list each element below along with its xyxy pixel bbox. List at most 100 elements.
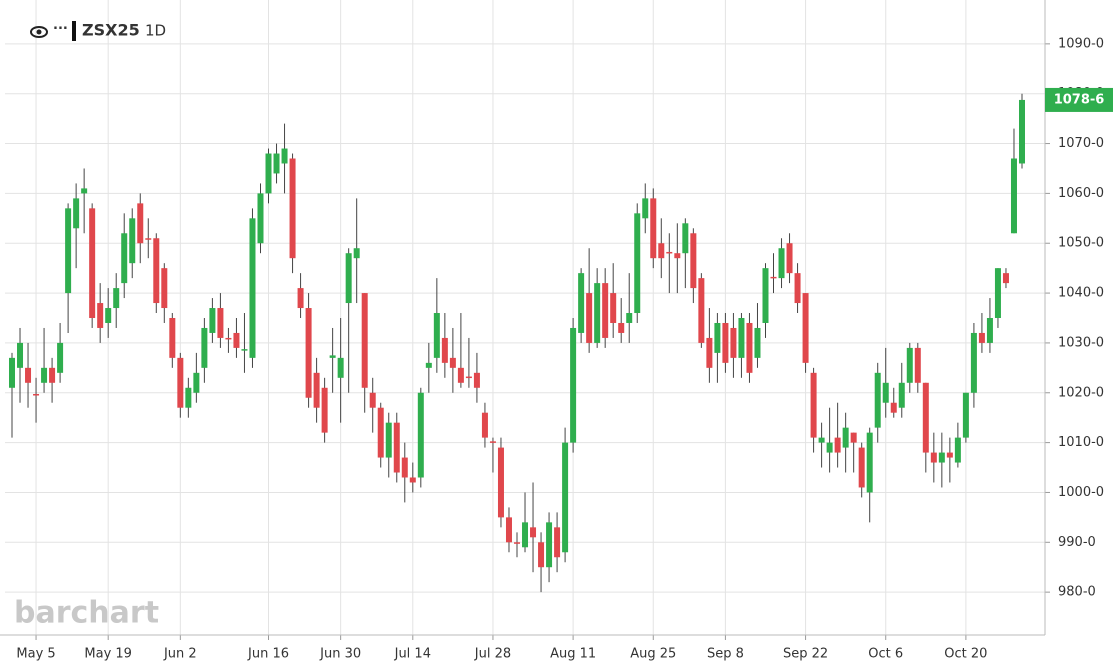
candle-body: [441, 337, 448, 363]
candle-body: [49, 367, 56, 383]
candle-body: [906, 347, 913, 383]
candle-body: [129, 218, 136, 264]
candle-body: [626, 313, 633, 323]
y-tick-label: 1010-0: [1058, 435, 1104, 450]
candle-body: [690, 233, 697, 289]
candle-body: [818, 437, 825, 443]
candle-body: [1019, 99, 1025, 164]
candle-body: [778, 248, 785, 279]
candle-body: [65, 208, 72, 294]
toolbar: ··· ZSX25 1D: [30, 21, 166, 41]
candle-body: [994, 268, 1001, 318]
symbol: ZSX25: [82, 21, 140, 40]
y-tick-label: 1040-0: [1058, 286, 1104, 301]
x-tick-label: Aug 25: [630, 647, 676, 662]
y-tick-label: 1060-0: [1058, 186, 1104, 201]
candle-body: [225, 337, 232, 340]
menu-dots[interactable]: ···: [53, 22, 68, 37]
x-tick-label: Jun 30: [319, 647, 361, 662]
candle-body: [201, 327, 208, 368]
candle-body: [497, 447, 504, 518]
candle-body: [425, 362, 432, 368]
candle-body: [930, 452, 937, 463]
candle-body: [241, 349, 248, 351]
candle-body: [890, 402, 897, 413]
candle-body: [642, 198, 649, 219]
candle-body: [305, 308, 312, 398]
eye-icon[interactable]: [30, 26, 48, 38]
candle-body: [113, 288, 120, 309]
candle-body: [465, 376, 472, 379]
candle-body: [9, 357, 15, 388]
candle-body: [882, 382, 889, 403]
candle-body: [938, 452, 945, 463]
x-tick-label: Oct 20: [944, 647, 987, 662]
x-tick-label: Jul 14: [394, 647, 431, 662]
candle-body: [578, 273, 585, 333]
watermark: barchart: [14, 596, 159, 631]
candle-body: [594, 283, 601, 343]
candle-body: [666, 251, 673, 254]
candle-body: [73, 198, 80, 229]
x-tick-label: May 19: [84, 647, 132, 662]
candle-body: [281, 148, 288, 164]
candle-body: [570, 327, 577, 443]
y-tick-label: 1030-0: [1058, 335, 1104, 350]
candle-body: [321, 387, 328, 433]
candle-body: [842, 427, 849, 448]
candle-body: [722, 322, 729, 363]
x-tick-label: Sep 22: [783, 647, 828, 662]
candle-body: [618, 322, 625, 333]
candle-body: [786, 243, 793, 274]
candle-body: [986, 317, 993, 343]
x-tick-label: Jun 2: [163, 647, 197, 662]
candle-body: [121, 233, 128, 284]
candle-body: [473, 372, 480, 388]
y-tick-label: 1050-0: [1058, 236, 1104, 251]
candle-body: [826, 442, 833, 453]
candle-body: [41, 367, 48, 383]
candle-body: [866, 432, 873, 493]
candle-body: [393, 422, 400, 473]
candle-body: [137, 203, 144, 244]
candle-body: [802, 293, 809, 363]
candle-body: [810, 372, 817, 438]
candle-body: [650, 198, 657, 259]
last-price-label: 1078-6: [1054, 92, 1105, 107]
eye-pupil: [36, 29, 42, 35]
candle-body: [538, 542, 545, 568]
candle-body: [385, 422, 392, 458]
last-price-box: [1045, 87, 1113, 112]
y-tick-label: 1070-0: [1058, 136, 1104, 151]
candle-body: [233, 332, 240, 348]
candle-body: [209, 308, 216, 333]
candle-body: [313, 372, 320, 408]
candle-body: [25, 367, 32, 383]
candle-body: [554, 527, 561, 558]
candle-body: [337, 357, 344, 378]
candle-body: [153, 238, 160, 304]
y-tick-label: 1000-0: [1058, 485, 1104, 500]
x-tick-label: Sep 8: [707, 647, 744, 662]
candle-body: [946, 452, 953, 458]
candle-body: [353, 248, 360, 259]
candle-body: [257, 193, 264, 244]
series-marker: [72, 21, 76, 41]
candle-body: [249, 218, 256, 358]
candle-body: [481, 412, 488, 438]
candle-body: [177, 357, 184, 408]
candle-body: [754, 327, 761, 358]
candle-body: [898, 382, 905, 408]
candle-body: [361, 293, 368, 388]
candle-body: [57, 342, 64, 373]
candle-body: [850, 432, 857, 443]
candle-body: [185, 387, 192, 408]
candle-body: [17, 342, 24, 368]
candle-body: [81, 188, 88, 194]
candle-body: [329, 355, 336, 358]
candle-body: [297, 288, 304, 309]
x-tick-label: Oct 6: [868, 647, 903, 662]
candle-body: [273, 153, 280, 174]
